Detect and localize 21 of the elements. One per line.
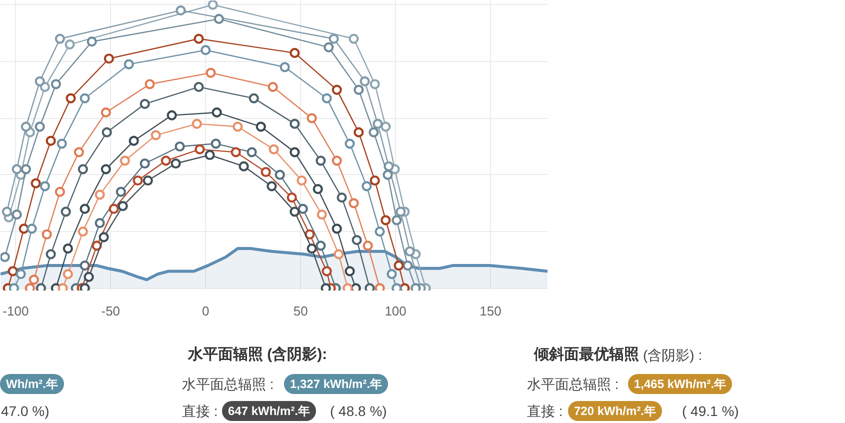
x-tick-label: 50: [293, 304, 308, 318]
x-tick-label: 100: [384, 304, 406, 318]
text: 647 kWh/m².年: [222, 401, 316, 421]
text: Wh/m².年: [0, 374, 64, 394]
x-tick-label: 0: [202, 304, 210, 318]
text: ( 49.1 %): [682, 402, 739, 420]
text: 720 kWh/m².年: [568, 401, 662, 421]
text: 水平面辐照 (含阴影):: [188, 346, 328, 364]
x-tick-label: -50: [101, 304, 120, 318]
text: 水平面总辐照 :: [527, 375, 619, 393]
text: 直接 :: [182, 402, 218, 420]
text: 水平面总辐照 :: [182, 375, 274, 393]
text: 倾斜面最优辐照: [534, 346, 639, 364]
text: 直接 :: [527, 402, 563, 420]
text: 1,465 kWh/m².年: [628, 374, 732, 394]
x-tick-label: 150: [480, 304, 502, 318]
x-tick-label: -100: [2, 304, 29, 318]
text: ( 48.8 %): [330, 402, 387, 420]
text: 1,327 kWh/m².年: [284, 374, 388, 394]
text: (含阴影) :: [643, 346, 702, 364]
text: 47.0 %): [1, 402, 50, 420]
